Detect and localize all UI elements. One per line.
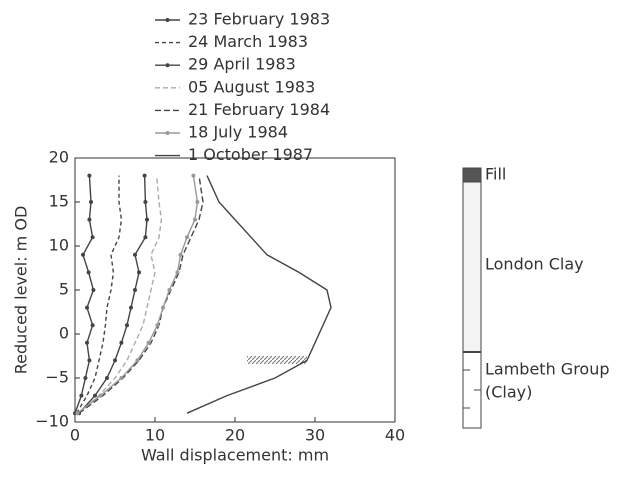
- marker: [119, 376, 124, 380]
- marker: [143, 200, 148, 204]
- stratum-label: London Clay: [485, 255, 584, 274]
- marker: [85, 305, 89, 310]
- marker: [87, 358, 92, 363]
- stratum-label: (Clay): [485, 383, 532, 402]
- x-tick-label: 30: [305, 426, 325, 445]
- marker: [93, 393, 97, 398]
- y-tick-label: 0: [59, 324, 69, 343]
- legend-label: 05 August 1983: [188, 77, 315, 96]
- marker: [133, 252, 137, 257]
- legend-label: 18 July 1984: [188, 123, 288, 142]
- marker: [175, 270, 180, 275]
- marker: [105, 376, 109, 380]
- marker: [191, 173, 196, 178]
- y-tick-label: 10: [49, 236, 69, 255]
- marker: [119, 340, 124, 345]
- marker: [83, 376, 88, 380]
- y-tick-label: 15: [49, 192, 69, 211]
- profile-line: [75, 175, 123, 414]
- plot-frame: [74, 157, 396, 423]
- y-tick-label: −10: [35, 412, 69, 431]
- marker: [145, 217, 149, 222]
- marker: [89, 200, 93, 204]
- stratum-label: Lambeth Group: [485, 360, 610, 379]
- x-tick-label: 40: [385, 426, 405, 445]
- y-tick-label: −5: [45, 368, 69, 387]
- marker: [87, 217, 92, 222]
- profile-line: [74, 175, 95, 414]
- marker: [113, 358, 117, 363]
- marker: [86, 270, 91, 275]
- x-tick-label: 0: [70, 426, 80, 445]
- y-tick-label: 5: [59, 280, 69, 299]
- marker: [90, 235, 95, 240]
- marker: [133, 288, 137, 292]
- x-tick-label: 20: [225, 426, 245, 445]
- marker: [125, 323, 129, 328]
- marker: [146, 340, 151, 345]
- marker: [167, 288, 172, 292]
- x-axis-label: Wall displacement: mm: [141, 446, 329, 465]
- profile-line: [186, 175, 332, 414]
- legend-marker: [165, 131, 170, 135]
- marker: [143, 235, 148, 240]
- marker: [155, 323, 160, 328]
- marker: [98, 393, 103, 398]
- marker: [91, 288, 96, 292]
- marker: [129, 305, 133, 310]
- legend-label: 21 February 1984: [188, 100, 330, 119]
- marker: [81, 252, 85, 257]
- marker: [75, 411, 80, 416]
- profile-line: [76, 175, 199, 414]
- marker: [178, 252, 183, 257]
- marker: [135, 358, 140, 363]
- marker: [142, 173, 147, 178]
- marker: [87, 173, 92, 178]
- legend-label: 24 March 1983: [188, 32, 308, 51]
- marker: [195, 200, 200, 204]
- strata-column: [462, 167, 482, 429]
- legend-label: 23 February 1983: [188, 10, 330, 29]
- y-tick-label: 20: [49, 148, 69, 167]
- y-axis-label: Reduced level: m OD: [12, 206, 31, 375]
- stratum-label: Fill: [485, 165, 506, 184]
- hatched-band: [247, 356, 307, 364]
- profile-line: [78, 175, 163, 414]
- x-tick-label: 10: [145, 426, 165, 445]
- legend-marker: [165, 63, 170, 68]
- legend-label: 1 October 1987: [188, 145, 313, 164]
- marker: [85, 340, 89, 345]
- marker: [79, 393, 84, 398]
- legend-label: 29 April 1983: [188, 55, 296, 74]
- marker: [185, 235, 189, 240]
- marker: [161, 305, 165, 310]
- profile-line: [78, 175, 204, 414]
- marker: [193, 217, 197, 222]
- marker: [137, 270, 141, 275]
- profile-line: [78, 175, 148, 414]
- legend-marker: [165, 18, 170, 22]
- marker: [90, 323, 95, 328]
